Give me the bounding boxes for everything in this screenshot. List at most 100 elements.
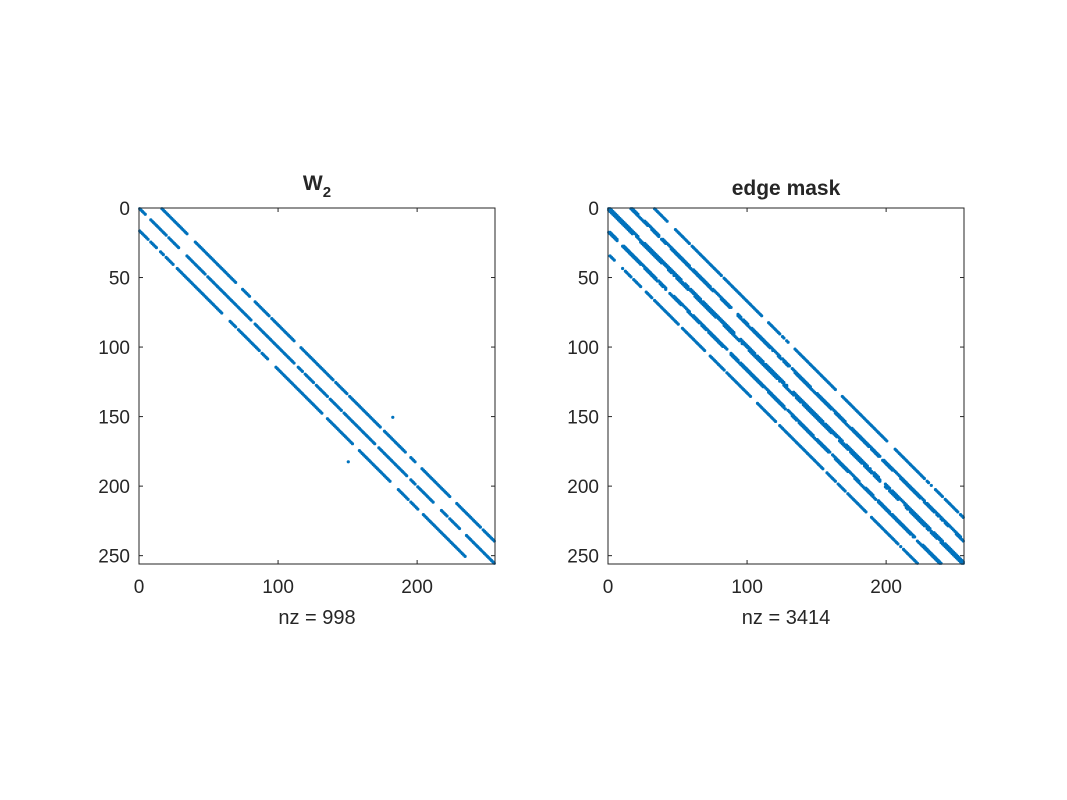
chart-left-nonzero-point (257, 348, 261, 353)
chart-right-title: edge mask (732, 177, 841, 200)
chart-right-nonzero-point (775, 376, 779, 380)
chart-right-nonzero-point (778, 354, 782, 358)
chart-right-nonzero-point (833, 387, 837, 392)
chart-right-nonzero-point (929, 483, 933, 488)
chart-right-nonzero-point (885, 439, 889, 443)
chart-right-nonzero-point (940, 494, 945, 499)
chart-right-nonzero-point (704, 328, 708, 332)
chart-right-nonzero-point (792, 393, 796, 397)
chart-right-ytick-label: 0 (588, 199, 599, 220)
chart-left: W2 0 100 200 0 50 100 150 200 250 nz = 998 (98, 172, 496, 629)
chart-left-xtick-label: 200 (401, 577, 433, 598)
chart-right-ytick-label: 100 (567, 338, 599, 359)
chart-right-nonzero-point (665, 219, 669, 223)
chart-right-nonzero-point (911, 535, 915, 539)
chart-left-nonzero-point (448, 494, 452, 499)
chart-left-nonzero-point (413, 482, 417, 486)
chart-left-nonzero-point (325, 394, 330, 399)
chart-left-nonzero-point (292, 361, 296, 365)
chart-right-nonzero-point (846, 469, 850, 474)
chart-left-ytick-label: 150 (98, 408, 130, 429)
chart-right-nonzero-point (664, 287, 668, 291)
chart-right-xtick-label: 100 (731, 577, 763, 598)
chart-left-nonzero-point (234, 325, 238, 329)
chart-right-nonzero-point (737, 339, 742, 343)
chart-right-nonzero-point (786, 340, 790, 344)
chart-left-nonzero-point (457, 526, 462, 531)
chart-right-nonzero-point (630, 232, 634, 236)
chart-right-nonzero-point (669, 271, 673, 275)
chart-right-nonzero-point (922, 476, 926, 481)
chart-right-nonzero-point (821, 467, 825, 471)
chart-right-ytick-label: 150 (567, 408, 599, 429)
chart-right-ytick-label: 200 (567, 477, 599, 498)
chart-right-nonzero-point (922, 499, 926, 503)
chart-right-nonzero-point (687, 241, 691, 246)
chart-right-nonzero-point (896, 542, 900, 546)
chart-right-nonzero-point (650, 296, 654, 300)
chart-left-xtick-label: 100 (262, 577, 294, 598)
chart-left-nonzero-point (346, 460, 350, 464)
chart-right-nonzero-point (787, 364, 792, 368)
chart-left-nonzero-point (311, 380, 316, 385)
chart-right-nonzero-point (888, 486, 892, 490)
chart-right-nonzero-point (679, 303, 683, 307)
chart-left-nonzero-point (185, 232, 189, 236)
chart-right-nonzero-point (615, 239, 619, 243)
chart-right-nonzero-point (935, 536, 939, 540)
chart-right-nonzero-point (926, 481, 931, 485)
chart-left-nonzero-point (154, 246, 158, 250)
chart-left-title: W2 (303, 172, 331, 201)
chart-left-nonzero-point (203, 272, 207, 276)
chart-right-nonzero-point (639, 262, 643, 266)
chart-right-nonzero-point (629, 275, 633, 279)
chart-left-ytick-label: 250 (98, 547, 130, 568)
chart-left-nonzero-point (350, 442, 355, 446)
chart-right-nonzero-point (636, 212, 640, 216)
chart-right-nonzero-point (729, 305, 733, 310)
chart-right-nonzero-point (922, 524, 926, 528)
chart-right-nonzero-point (885, 486, 889, 490)
chart-left-nonzero-point (391, 415, 395, 419)
chart-left-nonzero-point (292, 339, 296, 343)
chart-right-nonzero-point (778, 379, 782, 383)
chart-right-nonzero-point (958, 535, 963, 539)
chart-right-nonzero-point (926, 528, 931, 532)
chart-right-nonzero-point (956, 510, 960, 514)
chart-right-ytick-label: 250 (567, 547, 599, 568)
chart-right-nonzero-point (874, 497, 878, 501)
chart-right-nonzero-point (655, 279, 659, 283)
chart-left-ytick-label: 0 (119, 199, 130, 220)
chart-right-nonzero-point (826, 450, 831, 454)
chart-left-points (138, 207, 496, 565)
chart-right-nonzero-point (773, 419, 778, 424)
chart-left-ytick-label: 100 (98, 338, 130, 359)
chart-right-nonzero-point (846, 447, 850, 451)
chart-right-xlabel: nz = 3414 (742, 607, 830, 629)
chart-right-nonzero-point (860, 461, 864, 465)
chart-left-nonzero-point (478, 525, 482, 529)
chart-left-nonzero-point (247, 294, 252, 298)
chart-left-nonzero-point (161, 252, 165, 257)
chart-left-nonzero-point (445, 514, 449, 518)
chart-right-nonzero-point (833, 479, 837, 483)
chart-right-nonzero-point (843, 419, 847, 424)
chart-right-nonzero-point (808, 385, 812, 389)
chart-left-nonzero-point (146, 237, 150, 241)
chart-left-nonzero-point (403, 450, 407, 454)
chart-right-nonzero-point (612, 258, 616, 262)
chart-left-nonzero-point (388, 479, 392, 483)
chart-right-nonzero-point (687, 264, 691, 268)
chart-left-ticks: 0 100 200 0 50 100 150 200 250 (98, 199, 495, 598)
chart-right-nonzero-point (636, 234, 640, 239)
chart-right-nonzero-point (760, 314, 764, 318)
chart-left-nonzero-point (177, 246, 181, 250)
chart-right-nonzero-point (908, 532, 913, 536)
chart-left-nonzero-point (143, 212, 147, 216)
chart-right-nonzero-point (659, 261, 664, 265)
chart-left-axes-box (138, 207, 496, 565)
chart-right-axes-box (607, 207, 965, 565)
chart-left-nonzero-point (220, 311, 224, 315)
chart-left-nonzero-point (164, 233, 168, 237)
